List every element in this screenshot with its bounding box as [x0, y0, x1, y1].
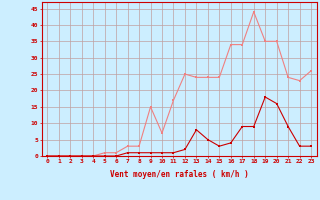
- X-axis label: Vent moyen/en rafales ( km/h ): Vent moyen/en rafales ( km/h ): [110, 170, 249, 179]
